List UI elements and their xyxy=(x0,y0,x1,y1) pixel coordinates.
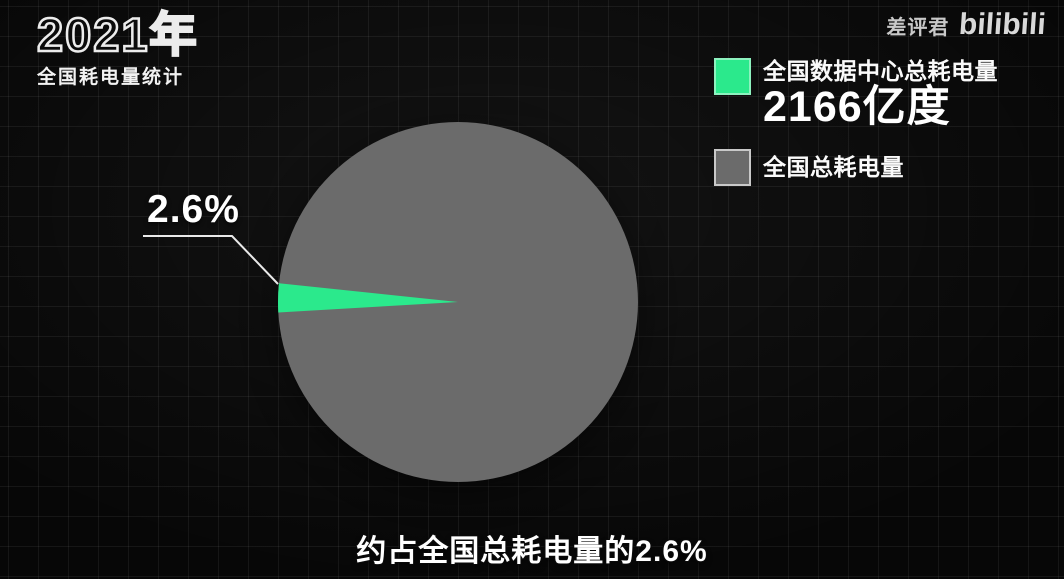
pie-group xyxy=(278,122,638,482)
legend: 全国数据中心总耗电量 2166亿度 全国总耗电量 xyxy=(714,58,998,186)
legend-swatch-datacenter xyxy=(714,58,751,95)
legend-text-datacenter: 全国数据中心总耗电量 2166亿度 xyxy=(763,58,998,131)
legend-swatch-total xyxy=(714,148,751,186)
title-block: 2021年 全国耗电量统计 xyxy=(36,8,199,89)
pie-slice-datacenter xyxy=(278,283,458,313)
watermark-author: 差评君 xyxy=(886,16,950,39)
callout-line xyxy=(143,235,279,285)
legend-value-datacenter: 2166亿度 xyxy=(763,83,951,132)
caption: 约占全国总耗电量的2.6% xyxy=(356,535,708,568)
pie-callout-label: 2.6% xyxy=(147,188,240,231)
page-subtitle: 全国耗电量统计 xyxy=(37,67,185,89)
legend-label-total: 全国总耗电量 xyxy=(763,153,904,180)
legend-item-datacenter: 全国数据中心总耗电量 2166亿度 xyxy=(714,58,998,131)
legend-label-datacenter: 全国数据中心总耗电量 xyxy=(763,58,998,84)
legend-item-total: 全国总耗电量 xyxy=(714,148,998,186)
page-title: 2021年 xyxy=(36,8,199,61)
brand-block: 差评君 bilibili xyxy=(886,8,1047,41)
